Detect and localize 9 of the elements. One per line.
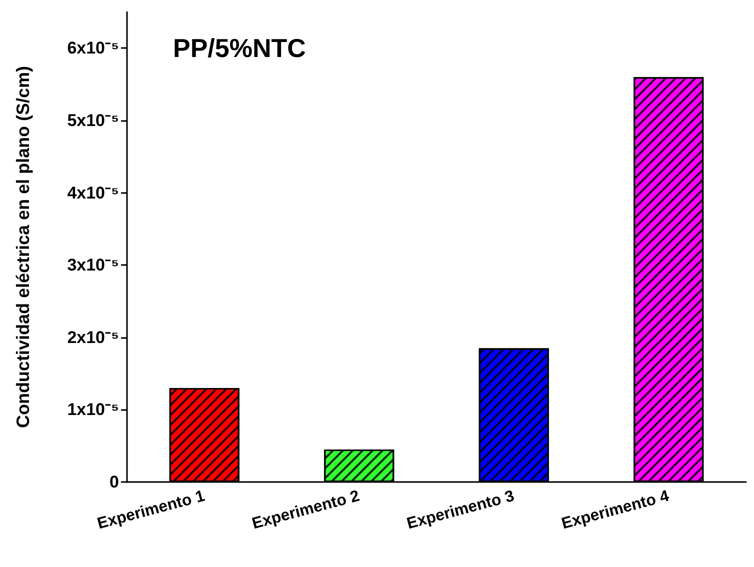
- text: PP/5%NTC: [173, 33, 306, 63]
- y-tick-label: 0: [110, 472, 119, 492]
- y-tick-label: 1x10⁻⁵: [67, 400, 119, 420]
- y-tick-label: 6x10⁻⁵: [67, 38, 119, 58]
- y-tick-label: 2x10⁻⁵: [67, 328, 119, 347]
- y-tick-label: 5x10⁻⁵: [67, 110, 119, 130]
- y-tick-label: 4x10⁻⁵: [67, 183, 119, 202]
- y-axis-title: Conductividad eléctrica en el plano (S/cm): [13, 66, 33, 428]
- y-tick-label: 3x10⁻⁵: [67, 256, 119, 275]
